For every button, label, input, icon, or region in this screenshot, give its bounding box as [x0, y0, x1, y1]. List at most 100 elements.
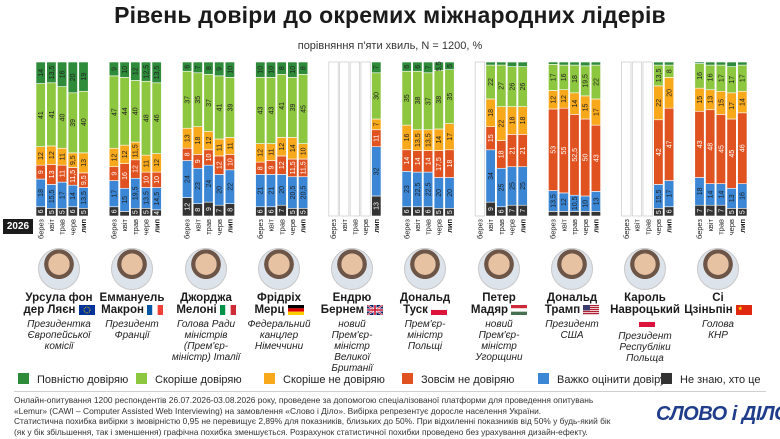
leader-role-line: Прем'єр-міністр [331, 330, 373, 352]
wave-label: квіт [559, 218, 568, 231]
data-label: 21 [509, 147, 516, 155]
leader-name-line2: Цзіньпін ★ [680, 304, 756, 316]
data-label: 45 [718, 145, 725, 153]
legend-label: Повністю довіряю [37, 374, 129, 386]
methodology-footnote: Онлайн-опитування 1200 респондентів 26.0… [14, 395, 634, 437]
data-label: 14 [708, 190, 715, 198]
leader-portrait [38, 248, 80, 290]
bar-segment-full-trust [496, 61, 507, 66]
data-label: 8 [195, 208, 202, 212]
data-label: 13 [374, 202, 381, 210]
data-label: 17 [447, 133, 454, 141]
data-label: 16 [122, 172, 129, 180]
data-label: 10 [301, 147, 308, 155]
empty-bar [631, 61, 643, 217]
legend: Повністю довіряю Скоріше довіряю Скоріше н… [18, 373, 768, 387]
data-label: 48 [143, 114, 150, 122]
bar-segment-dont-know [580, 211, 591, 217]
data-label: 16 [561, 73, 568, 81]
leader-name-line1: Кароль [624, 292, 666, 304]
data-label: 17 [667, 190, 674, 198]
leader-role-line: Президент [105, 319, 159, 330]
data-label: 52,5 [572, 148, 579, 162]
data-label: 23 [195, 182, 202, 190]
data-label: 22,5 [426, 183, 433, 197]
data-label: 13 [49, 170, 56, 178]
leader-role-line: Голова [702, 319, 734, 330]
data-label: 12 [561, 95, 568, 103]
data-label: 19,5 [133, 186, 140, 200]
data-label: 35 [195, 96, 202, 104]
legend-swatch [136, 373, 147, 384]
data-label: 10 [268, 66, 275, 74]
leader-role-line: Польщі [407, 341, 443, 352]
data-label: 20 [447, 189, 454, 197]
wave-label: лип [592, 219, 601, 233]
leader-name-line2: дер Ляєн [21, 304, 97, 316]
leader-name-line1: Дональд [546, 292, 598, 304]
leader-role: Голова КНР [680, 319, 756, 341]
wave-label: лип [79, 219, 88, 233]
leader-role-line: США [560, 330, 584, 341]
data-label: 26 [509, 83, 516, 91]
data-label: 13 [81, 159, 88, 167]
bar-segment-full-trust [423, 61, 434, 74]
data-label: 9,5 [81, 175, 88, 185]
legend-label: Скоріше не довіряю [283, 374, 385, 386]
leader-name-line2: Мелоні [168, 304, 244, 316]
data-label: 17 [718, 74, 725, 82]
legend-item: Повністю довіряю [18, 373, 128, 387]
bar-segment-full-trust [664, 61, 675, 66]
wave-label: лип [152, 219, 161, 233]
leader-name: Петер Мадяр [461, 292, 537, 316]
wave-label: берез [402, 218, 411, 239]
leader-name: Дональд Туск [387, 292, 463, 316]
wave-label: трав [351, 219, 360, 235]
data-label: 5 [60, 210, 67, 214]
data-label: 5 [133, 210, 140, 214]
data-label: 9 [38, 170, 45, 174]
data-label: 45 [301, 105, 308, 113]
data-label: 11,5 [290, 161, 297, 174]
data-label: 12,5 [143, 65, 150, 79]
leader-role-line: Угорщини [475, 352, 523, 363]
data-label: 15 [122, 196, 129, 204]
data-label: 37 [206, 99, 213, 107]
data-label: 20 [70, 73, 77, 81]
data-label: 15,5 [49, 189, 56, 203]
year-badge: 2026 [3, 219, 33, 234]
data-label: 10 [290, 66, 297, 74]
data-label: 19,5 [583, 74, 590, 88]
data-label: 18 [520, 117, 527, 125]
data-label: 14 [70, 192, 77, 200]
data-label: 18 [38, 189, 45, 197]
data-label: 5 [729, 210, 736, 214]
data-label: 41 [217, 103, 224, 111]
data-label: 12 [38, 152, 45, 160]
data-label: 13,5 [49, 65, 56, 79]
footnote-line: «Lemur» (CAWI – Computer Assisted Web In… [14, 405, 542, 416]
data-label: 12 [111, 153, 118, 161]
data-label: 17 [729, 102, 736, 110]
data-label: 12 [49, 151, 56, 159]
wave-label: квіт [486, 218, 495, 231]
data-label: 43 [258, 107, 265, 115]
data-label: 7 [708, 209, 715, 213]
data-label: 6 [667, 209, 674, 213]
wave-label: черв [654, 219, 663, 235]
wave-label: трав [424, 219, 433, 235]
data-label: 21 [520, 147, 527, 155]
data-label: 11 [268, 148, 275, 155]
leader-name-line1: Фрідріх [257, 292, 301, 304]
empty-bar [642, 61, 653, 217]
data-label: 7 [374, 122, 381, 126]
wave-label: трав [643, 219, 652, 235]
wave-label: лип [299, 219, 308, 233]
data-label: 12 [122, 150, 129, 158]
legend-item: Скоріше довіряю [136, 373, 242, 387]
bar-segment-full-trust [548, 61, 559, 65]
leader-portrait [111, 248, 153, 290]
leader-role-line: Німеччини [254, 341, 304, 352]
leader-name: Фрідріх Мерц [241, 292, 317, 316]
data-label: 14 [415, 157, 422, 165]
